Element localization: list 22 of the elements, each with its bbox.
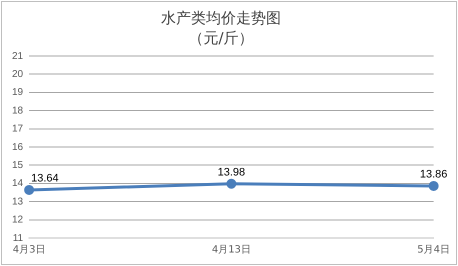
y-tick-label: 12 (12, 214, 24, 226)
data-label: 13.64 (31, 172, 59, 184)
y-tick-label: 11 (12, 232, 24, 244)
y-tick-label: 16 (12, 142, 24, 153)
y-tick-label: 19 (12, 87, 24, 98)
y-tick-label: 18 (12, 105, 24, 116)
point (226, 178, 236, 189)
y-tick-label: 15 (12, 160, 24, 171)
x-tick-label: 5月4日 (417, 244, 450, 256)
y-tick-label: 21 (12, 50, 24, 62)
y-tick-label: 20 (12, 68, 24, 80)
point (428, 180, 439, 191)
y-tick-label: 17 (12, 124, 24, 135)
y-tick-label: 14 (12, 178, 24, 190)
data-label: 13.86 (420, 168, 448, 180)
chart-title: 水产类均价走势图 (161, 8, 281, 27)
data-label: 13.98 (218, 166, 246, 178)
point (24, 184, 34, 195)
x-tick-label: 4月13日 (212, 244, 251, 256)
x-tick-label: 4月3日 (12, 244, 46, 256)
y-tick-label: 13 (12, 196, 24, 208)
chart-subtitle: （元/斤） (188, 28, 254, 47)
